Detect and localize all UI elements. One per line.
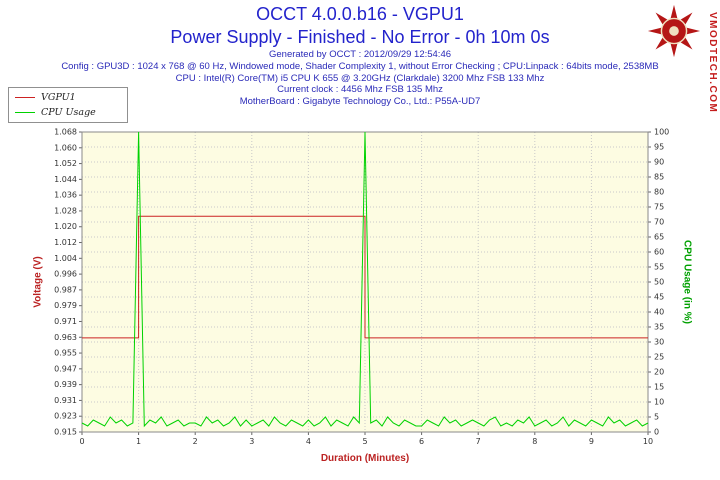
svg-text:0: 0 — [654, 428, 659, 437]
report-info-cpu: CPU : Intel(R) Core(TM) i5 CPU K 655 @ 3… — [175, 72, 545, 84]
svg-text:95: 95 — [654, 143, 664, 152]
legend-item-vgpu1: VGPU1 — [15, 92, 121, 103]
legend-item-cpu-usage: CPU Usage — [15, 107, 121, 118]
svg-text:55: 55 — [654, 263, 664, 272]
svg-text:1.012: 1.012 — [54, 238, 77, 247]
svg-text:1.028: 1.028 — [54, 206, 77, 215]
svg-text:0.939: 0.939 — [54, 380, 77, 389]
legend-line-swatch-vgpu1 — [15, 97, 35, 98]
svg-text:5: 5 — [654, 413, 659, 422]
svg-text:1.068: 1.068 — [54, 128, 77, 137]
svg-text:60: 60 — [654, 248, 664, 257]
legend-label-vgpu1: VGPU1 — [41, 92, 76, 103]
svg-text:1.060: 1.060 — [54, 143, 77, 152]
cpu-usage-axis-label: CPU Usage (in %) — [681, 240, 693, 324]
svg-text:40: 40 — [654, 308, 664, 317]
svg-text:0.931: 0.931 — [54, 396, 77, 405]
report-info-clock: Current clock : 4456 Mhz FSB 135 Mhz — [277, 84, 443, 96]
svg-text:1.044: 1.044 — [54, 175, 77, 184]
report-header: OCCT 4.0.0.b16 - VGPU1 Power Supply - Fi… — [0, 3, 720, 108]
report-info-motherboard: MotherBoard : Gigabyte Technology Co., L… — [239, 96, 481, 108]
svg-text:0.963: 0.963 — [54, 333, 77, 342]
chart-legend: VGPU1 CPU Usage — [8, 87, 128, 123]
report-subtitle: Power Supply - Finished - No Error - 0h … — [170, 27, 550, 47]
svg-text:0.971: 0.971 — [54, 317, 77, 326]
svg-text:0.955: 0.955 — [54, 349, 77, 358]
vmodtech-watermark-text: VMODTECH.COM — [707, 12, 718, 114]
svg-text:8: 8 — [532, 437, 537, 446]
duration-axis-label: Duration (Minutes) — [320, 453, 410, 464]
svg-text:7: 7 — [476, 437, 481, 446]
svg-text:2: 2 — [193, 437, 198, 446]
svg-text:0.996: 0.996 — [54, 270, 77, 279]
svg-text:90: 90 — [654, 158, 664, 167]
svg-text:100: 100 — [654, 128, 669, 137]
svg-text:1: 1 — [136, 437, 141, 446]
svg-text:10: 10 — [654, 398, 664, 407]
svg-text:30: 30 — [654, 338, 664, 347]
svg-text:1.052: 1.052 — [54, 159, 77, 168]
svg-text:0: 0 — [79, 437, 84, 446]
svg-text:1.004: 1.004 — [54, 254, 77, 263]
svg-text:9: 9 — [589, 437, 594, 446]
report-info-config: Config : GPU3D : 1024 x 768 @ 60 Hz, Win… — [61, 60, 659, 72]
report-info-generated: Generated by OCCT : 2012/09/29 12:54:46 — [268, 49, 452, 60]
svg-text:15: 15 — [654, 383, 664, 392]
legend-line-swatch-cpu-usage — [15, 112, 35, 113]
svg-text:35: 35 — [654, 323, 664, 332]
series-line-vgpu1 — [82, 215, 648, 339]
series-line-cpu-usage — [81, 131, 649, 428]
svg-text:85: 85 — [654, 173, 664, 182]
chart-plot: 1009590858075706560555045403530252015105… — [54, 128, 669, 447]
voltage-axis-label: Voltage (V) — [32, 256, 44, 308]
svg-text:70: 70 — [654, 218, 664, 227]
svg-text:80: 80 — [654, 188, 664, 197]
svg-text:4: 4 — [306, 437, 311, 446]
svg-text:3: 3 — [249, 437, 254, 446]
report-title: OCCT 4.0.0.b16 - VGPU1 — [256, 4, 464, 24]
svg-text:0.987: 0.987 — [54, 285, 77, 294]
svg-text:0.923: 0.923 — [54, 412, 77, 421]
vmodtech-logo-icon — [644, 2, 704, 65]
svg-text:5: 5 — [362, 437, 367, 446]
svg-text:1.020: 1.020 — [54, 222, 77, 231]
svg-text:50: 50 — [654, 278, 664, 287]
svg-text:75: 75 — [654, 203, 664, 212]
svg-text:20: 20 — [654, 368, 664, 377]
svg-text:0.915: 0.915 — [54, 428, 77, 437]
svg-text:45: 45 — [654, 293, 664, 302]
legend-label-cpu-usage: CPU Usage — [41, 107, 96, 118]
svg-text:0.979: 0.979 — [54, 301, 77, 310]
svg-text:25: 25 — [654, 353, 664, 362]
svg-text:6: 6 — [419, 437, 424, 446]
svg-text:0.947: 0.947 — [54, 364, 77, 373]
svg-text:10: 10 — [643, 437, 653, 446]
svg-text:1.036: 1.036 — [54, 191, 77, 200]
svg-text:65: 65 — [654, 233, 664, 242]
